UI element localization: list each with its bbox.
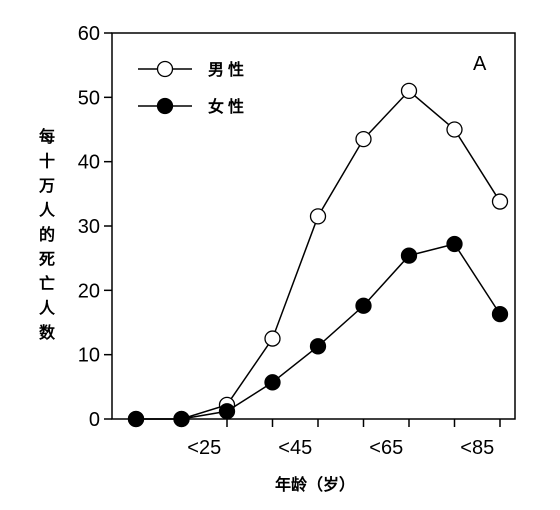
legend-label: 男性	[208, 60, 248, 79]
y-title-char: 数	[39, 323, 56, 342]
y-tick-label: 60	[78, 23, 100, 45]
y-title-char: 亡	[39, 274, 55, 293]
y-title-char: 人	[39, 201, 56, 220]
x-tick-label: <45	[278, 437, 312, 459]
data-point	[264, 330, 281, 347]
legend-marker	[156, 97, 174, 115]
y-title-char: 的	[39, 225, 55, 244]
data-point	[400, 247, 418, 264]
y-tick-label: 40	[78, 152, 100, 174]
data-point	[127, 410, 145, 428]
axes: 0 10 20 30 40 50 60 <25 <45 <65 <85	[78, 23, 516, 459]
series-line	[136, 243, 501, 420]
y-tick-label: 50	[78, 87, 100, 109]
y-tick-label: 30	[78, 216, 100, 238]
legend-label: 女性	[208, 97, 248, 116]
series-male	[127, 82, 509, 428]
y-title-char: 人	[39, 299, 56, 318]
y-title-char: 每	[39, 127, 55, 146]
panel-label: A	[473, 53, 487, 75]
x-tick-label: <25	[187, 437, 221, 459]
data-point	[491, 305, 509, 323]
plot-frame	[111, 32, 516, 420]
x-tick-label: <85	[460, 437, 494, 459]
data-point	[355, 130, 372, 148]
x-axis-title: 年龄（岁）	[275, 475, 355, 494]
data-point	[309, 208, 327, 225]
series-layer	[127, 82, 509, 428]
data-point	[446, 235, 463, 253]
data-point	[446, 121, 463, 138]
data-point	[400, 82, 418, 100]
y-title-char: 十	[39, 152, 55, 171]
data-point	[173, 410, 190, 428]
legend-marker	[156, 60, 174, 78]
data-point	[218, 403, 236, 420]
series-female	[127, 235, 509, 428]
y-tick-label: 0	[89, 409, 100, 431]
x-tick-label: <65	[369, 437, 403, 459]
y-tick-label: 10	[78, 345, 100, 367]
series-line	[136, 89, 501, 420]
y-tick-label: 20	[78, 280, 100, 302]
data-point	[491, 193, 509, 210]
data-point	[264, 374, 281, 391]
y-title-char: 死	[39, 250, 55, 269]
data-point	[309, 338, 327, 355]
data-point	[355, 297, 372, 314]
y-title-char: 万	[38, 176, 55, 195]
